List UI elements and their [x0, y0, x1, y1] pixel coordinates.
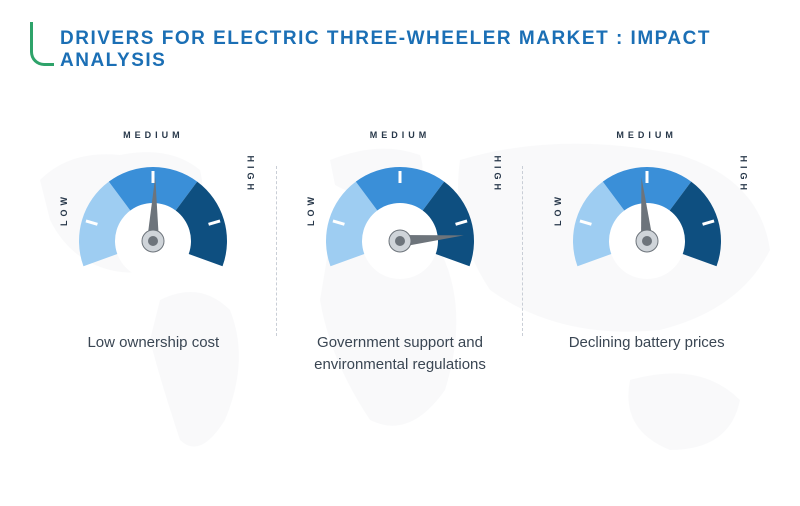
scale-medium-label: MEDIUM — [616, 130, 677, 140]
gauge-0: LOW MEDIUM HIGH — [63, 146, 243, 296]
gauge-col-2: LOW MEDIUM HIGH Declining battery prices — [523, 146, 770, 376]
header: DRIVERS FOR ELECTRIC THREE-WHEELER MARKE… — [0, 0, 800, 86]
gauges-row: LOW MEDIUM HIGH Low ownership cost LOW M… — [0, 86, 800, 376]
scale-medium-label: MEDIUM — [123, 130, 184, 140]
page-title: DRIVERS FOR ELECTRIC THREE-WHEELER MARKE… — [60, 28, 800, 72]
scale-high-label: HIGH — [739, 156, 749, 195]
gauge-svg-1 — [310, 146, 490, 296]
scale-low-label: LOW — [59, 193, 69, 226]
scale-low-label: LOW — [553, 193, 563, 226]
gauge-caption-0: Low ownership cost — [87, 332, 219, 354]
gauge-col-1: LOW MEDIUM HIGH Government support and e… — [277, 146, 524, 376]
scale-high-label: HIGH — [245, 156, 255, 195]
scale-low-label: LOW — [306, 193, 316, 226]
gauge-2: LOW MEDIUM HIGH — [557, 146, 737, 296]
gauge-1: LOW MEDIUM HIGH — [310, 146, 490, 296]
gauge-svg-2 — [557, 146, 737, 296]
gauge-caption-1: Government support and environmental reg… — [300, 332, 500, 376]
scale-high-label: HIGH — [492, 156, 502, 195]
scale-medium-label: MEDIUM — [370, 130, 431, 140]
gauge-svg-0 — [63, 146, 243, 296]
gauge-caption-2: Declining battery prices — [569, 332, 725, 354]
gauge-col-0: LOW MEDIUM HIGH Low ownership cost — [30, 146, 277, 376]
accent-bracket — [30, 22, 54, 66]
